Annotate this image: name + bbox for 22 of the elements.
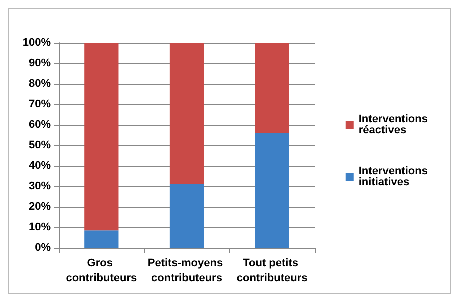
bar [255, 43, 290, 134]
legend-label: Interventions initiatives [358, 166, 431, 188]
y-tick-label: 100% [22, 37, 52, 49]
bar [255, 133, 290, 248]
x-tick-label: Tout petits contributeurs [236, 258, 308, 284]
y-tick-label: 20% [28, 201, 52, 213]
x-tick-label: Petits-moyens contributeurs [148, 258, 226, 284]
y-tick-label: 90% [28, 58, 52, 70]
y-tick-label: 30% [28, 180, 52, 192]
y-tick-label: 40% [28, 160, 52, 172]
bar [84, 43, 119, 231]
y-tick-label: 10% [28, 222, 52, 234]
x-tick-label: Gros contributeurs [66, 258, 138, 284]
y-tick-label: 80% [28, 78, 52, 90]
bar [170, 43, 204, 184]
y-tick-label: 50% [28, 140, 52, 152]
bar [84, 230, 119, 248]
y-tick-label: 70% [28, 98, 52, 110]
bar [170, 184, 204, 248]
y-tick-label: 0% [35, 242, 52, 254]
legend-label: Interventions réactives [358, 114, 431, 136]
y-tick-label: 60% [28, 119, 52, 131]
